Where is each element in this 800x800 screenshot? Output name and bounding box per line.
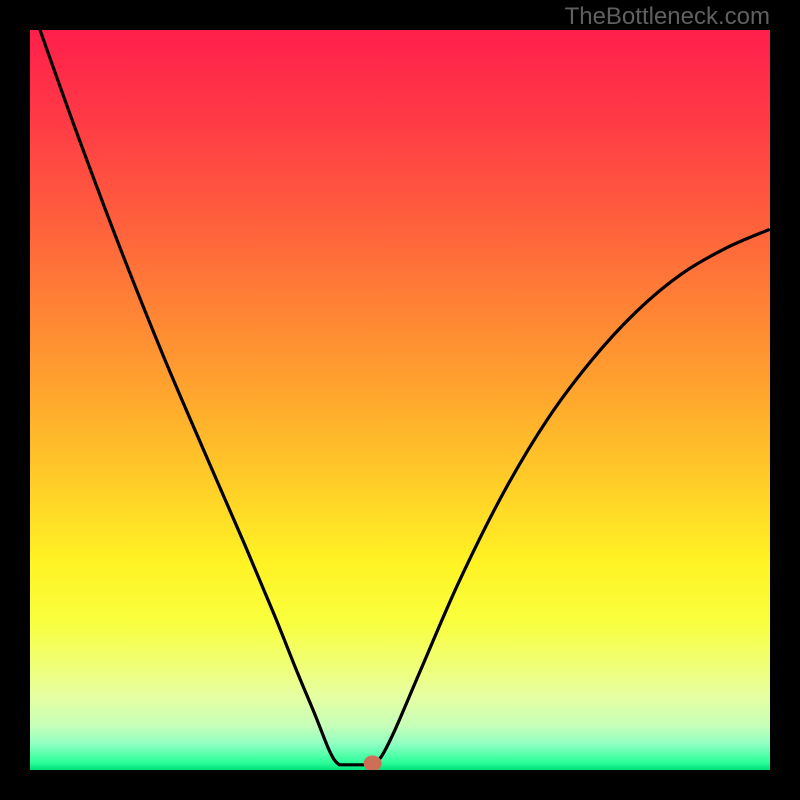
plot-area xyxy=(30,30,770,770)
curve-layer xyxy=(30,30,770,770)
bottleneck-curve xyxy=(37,30,768,765)
watermark-text: TheBottleneck.com xyxy=(565,3,770,31)
chart-stage: TheBottleneck.com xyxy=(0,0,800,800)
